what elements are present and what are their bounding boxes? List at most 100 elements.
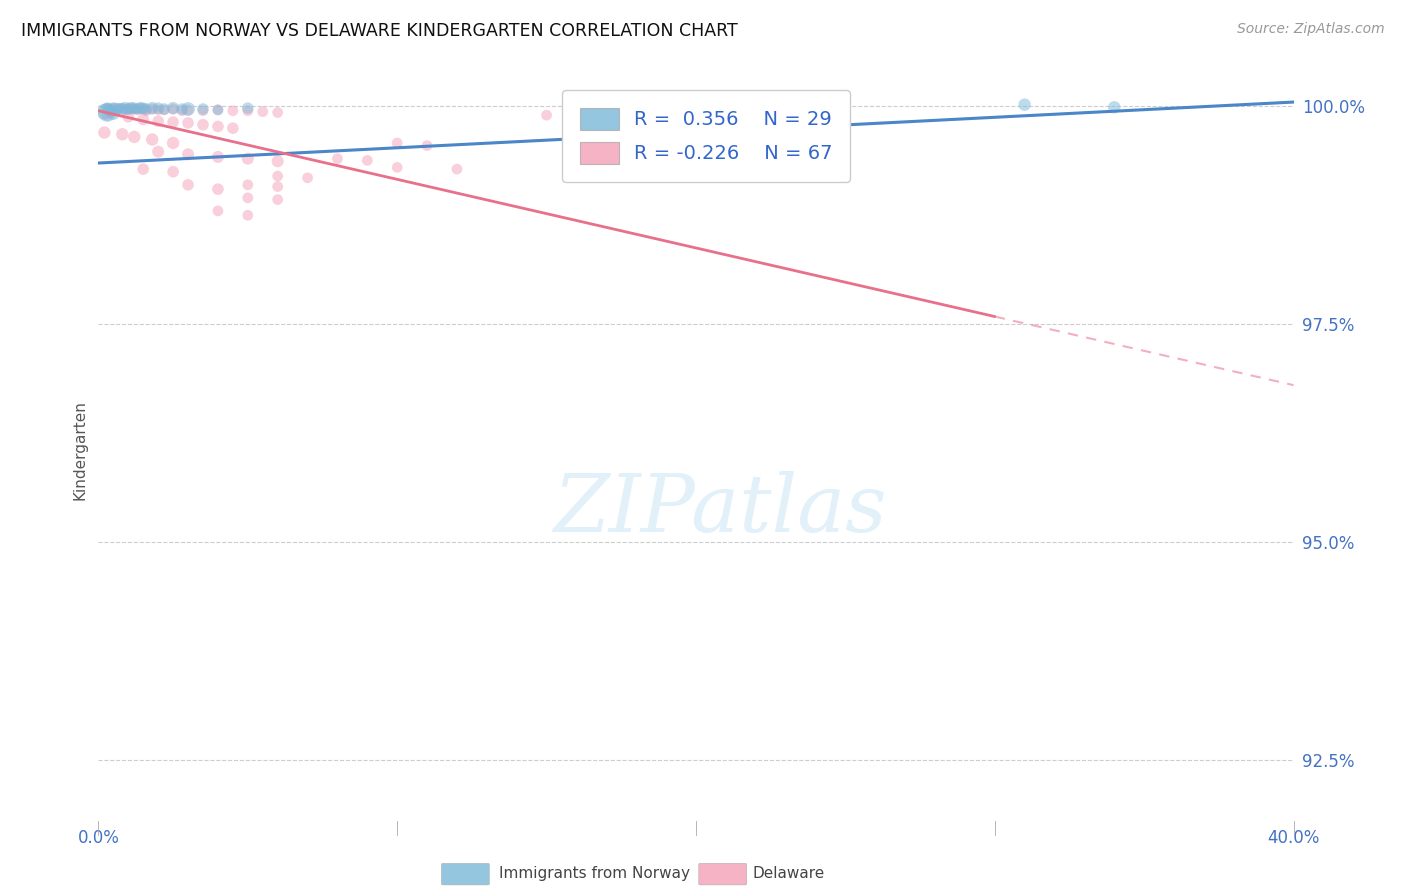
Point — [148, 145, 170, 159]
Point — [98, 103, 122, 118]
Point — [93, 104, 115, 119]
Text: Immigrants from Norway: Immigrants from Norway — [499, 866, 690, 881]
Point — [685, 117, 707, 131]
Point — [117, 102, 139, 116]
Point — [162, 102, 184, 116]
Point — [111, 102, 134, 116]
Point — [103, 101, 125, 115]
Point — [124, 101, 146, 115]
Point — [222, 103, 245, 118]
Point — [236, 178, 259, 192]
Legend: R =  0.356    N = 29, R = -0.226    N = 67: R = 0.356 N = 29, R = -0.226 N = 67 — [562, 90, 851, 182]
Point — [103, 106, 125, 120]
Point — [267, 179, 290, 194]
Point — [297, 170, 319, 185]
Point — [93, 126, 115, 140]
Point — [132, 102, 155, 116]
Point — [153, 102, 176, 116]
Point — [96, 101, 118, 115]
Point — [162, 136, 184, 150]
Point — [236, 191, 259, 205]
Point — [385, 136, 409, 150]
Point — [117, 102, 139, 116]
Point — [124, 102, 146, 116]
Point — [236, 152, 259, 166]
Point — [172, 102, 194, 116]
Point — [153, 103, 176, 117]
Point — [536, 108, 558, 122]
Point — [132, 112, 155, 127]
Point — [267, 105, 290, 120]
Point — [162, 115, 184, 129]
Text: ZIPatlas: ZIPatlas — [553, 471, 887, 549]
Point — [685, 101, 707, 115]
Point — [207, 120, 229, 134]
Point — [117, 110, 139, 124]
Point — [1014, 97, 1036, 112]
Point — [120, 101, 142, 115]
Point — [252, 104, 274, 119]
Point — [114, 103, 136, 117]
Point — [177, 116, 200, 130]
Point — [385, 161, 409, 175]
Point — [96, 101, 118, 115]
Point — [191, 102, 214, 116]
Point — [207, 150, 229, 164]
Point — [129, 101, 152, 115]
Point — [162, 101, 184, 115]
Point — [446, 162, 468, 177]
Point — [191, 118, 214, 132]
Y-axis label: Kindergarten: Kindergarten — [72, 401, 87, 500]
Point — [236, 208, 259, 222]
Point — [177, 103, 200, 117]
Point — [111, 101, 134, 115]
Point — [141, 102, 163, 116]
Point — [127, 102, 149, 116]
Point — [141, 101, 163, 115]
Point — [105, 103, 128, 117]
Point — [177, 147, 200, 161]
Point — [267, 193, 290, 207]
Point — [120, 101, 142, 115]
Point — [745, 121, 768, 136]
Point — [356, 153, 378, 168]
Point — [565, 112, 588, 127]
Point — [135, 103, 157, 118]
Point — [267, 169, 290, 183]
Point — [191, 103, 214, 118]
Point — [108, 102, 131, 116]
Point — [96, 108, 118, 122]
Point — [177, 178, 200, 192]
Point — [135, 102, 157, 116]
Point — [207, 103, 229, 117]
Point — [132, 162, 155, 177]
Point — [207, 103, 229, 117]
Text: Delaware: Delaware — [752, 866, 824, 881]
Point — [141, 132, 163, 146]
Point — [127, 103, 149, 117]
Point — [114, 101, 136, 115]
Text: IMMIGRANTS FROM NORWAY VS DELAWARE KINDERGARTEN CORRELATION CHART: IMMIGRANTS FROM NORWAY VS DELAWARE KINDE… — [21, 22, 738, 40]
Point — [172, 103, 194, 118]
Point — [236, 103, 259, 118]
Point — [105, 102, 128, 116]
Point — [207, 182, 229, 196]
Point — [1104, 100, 1126, 114]
Point — [177, 102, 200, 116]
Text: Source: ZipAtlas.com: Source: ZipAtlas.com — [1237, 22, 1385, 37]
Point — [98, 102, 122, 116]
Point — [103, 101, 125, 115]
Point — [416, 138, 439, 153]
Point — [108, 101, 131, 115]
Point — [132, 101, 155, 115]
Point — [148, 114, 170, 128]
Point — [111, 128, 134, 142]
Point — [207, 203, 229, 218]
Point — [148, 101, 170, 115]
Point — [129, 101, 152, 115]
Point — [148, 103, 170, 117]
Point — [236, 101, 259, 115]
Point — [96, 105, 118, 120]
Point — [124, 129, 146, 144]
Point — [267, 154, 290, 169]
